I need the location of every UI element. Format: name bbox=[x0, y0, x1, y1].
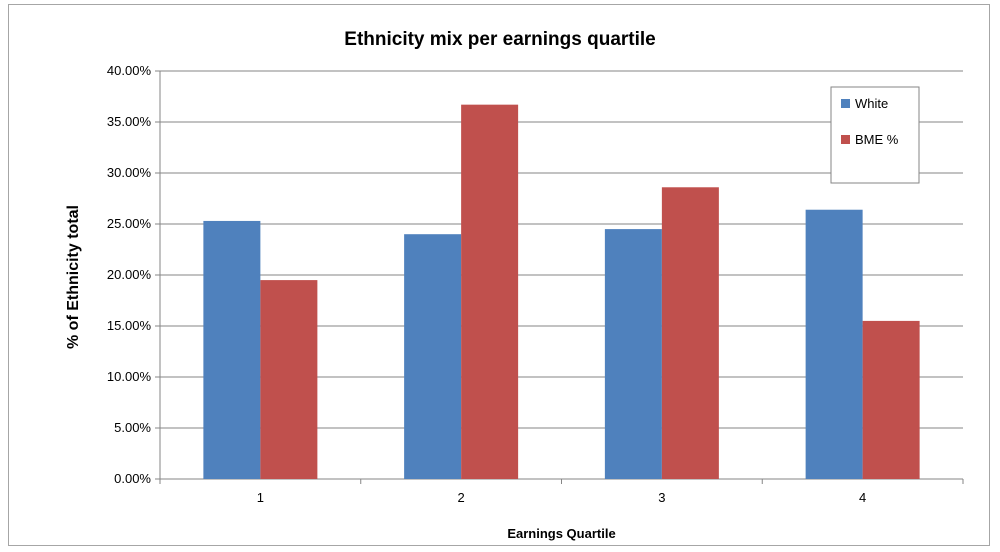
legend-label: White bbox=[855, 96, 888, 111]
y-tick-label: 25.00% bbox=[107, 216, 152, 231]
y-tick-label: 5.00% bbox=[114, 420, 151, 435]
y-tick-label: 35.00% bbox=[107, 114, 152, 129]
x-axis-title: Earnings Quartile bbox=[507, 526, 615, 541]
x-tick-label: 2 bbox=[458, 490, 465, 505]
bar-bme--4 bbox=[862, 320, 920, 479]
bar-white-1 bbox=[203, 220, 261, 479]
y-tick-label: 20.00% bbox=[107, 267, 152, 282]
y-tick-label: 10.00% bbox=[107, 369, 152, 384]
bar-white-3 bbox=[604, 229, 662, 479]
x-tick-label: 4 bbox=[859, 490, 866, 505]
y-tick-label: 0.00% bbox=[114, 471, 151, 486]
bar-white-2 bbox=[404, 234, 462, 479]
bar-bme--2 bbox=[461, 104, 519, 479]
legend-swatch bbox=[841, 135, 850, 144]
chart-title: Ethnicity mix per earnings quartile bbox=[344, 29, 656, 50]
legend-label: BME % bbox=[855, 132, 899, 147]
x-tick-label: 3 bbox=[658, 490, 665, 505]
y-tick-label: 30.00% bbox=[107, 165, 152, 180]
y-axis-title: % of Ethnicity total bbox=[65, 205, 82, 349]
y-tick-label: 15.00% bbox=[107, 318, 152, 333]
legend-swatch bbox=[841, 99, 850, 108]
bar-bme--1 bbox=[260, 280, 318, 479]
bar-white-4 bbox=[805, 209, 863, 479]
x-tick-label: 1 bbox=[257, 490, 264, 505]
bar-bme--3 bbox=[661, 187, 719, 479]
y-tick-label: 40.00% bbox=[107, 63, 152, 78]
